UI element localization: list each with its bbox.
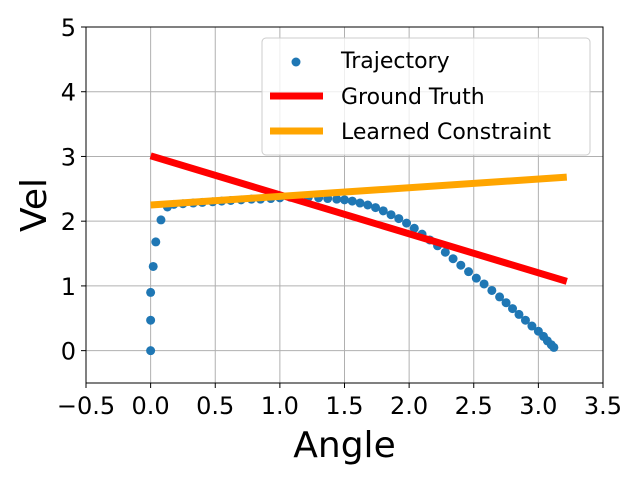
trajectory-point bbox=[495, 292, 505, 302]
legend: Trajectory Ground Truth Learned Constraint bbox=[261, 37, 591, 156]
y-tick-label: 3 bbox=[61, 143, 76, 171]
trajectory-point bbox=[527, 321, 537, 331]
trajectory-point bbox=[151, 237, 161, 247]
trajectory-point bbox=[448, 254, 458, 264]
trajectory-point bbox=[471, 273, 481, 283]
axis-ticks: −0.5 0.0 0.5 1.0 1.5 2.0 2.5 3.0 3.5 0 1 2 3 4 5 bbox=[57, 14, 622, 420]
trajectory-point bbox=[508, 304, 518, 314]
trajectory-point bbox=[146, 346, 156, 356]
trajectory-point bbox=[146, 287, 156, 297]
trajectory-point bbox=[363, 200, 373, 210]
legend-label: Trajectory bbox=[340, 49, 450, 74]
trajectory-point bbox=[148, 261, 158, 271]
x-tick-label: 2.5 bbox=[455, 392, 493, 420]
x-tick-label: 3.0 bbox=[519, 392, 557, 420]
trajectory-point bbox=[394, 214, 404, 224]
x-axis-label: Angle bbox=[293, 425, 395, 466]
y-tick-label: 0 bbox=[61, 338, 76, 366]
ground-truth-line bbox=[149, 152, 568, 285]
trajectory-point bbox=[156, 215, 166, 225]
trajectory-point bbox=[347, 196, 357, 206]
y-axis-label: Vel bbox=[14, 178, 55, 232]
trajectory-point bbox=[386, 210, 396, 220]
legend-label: Ground Truth bbox=[341, 85, 485, 110]
trajectory-point bbox=[146, 315, 156, 325]
y-tick-label: 4 bbox=[61, 79, 76, 107]
trajectory-point bbox=[479, 279, 489, 289]
x-tick-label: −0.5 bbox=[57, 392, 115, 420]
trajectory-point bbox=[456, 260, 466, 270]
y-tick-label: 5 bbox=[61, 14, 76, 42]
trajectory-point bbox=[549, 342, 559, 352]
plot-series bbox=[146, 152, 568, 356]
trajectory-point bbox=[440, 247, 450, 257]
trajectory-point bbox=[355, 198, 365, 208]
trajectory-point bbox=[501, 298, 511, 308]
trajectory-point bbox=[371, 203, 381, 213]
trajectory-point bbox=[402, 218, 412, 228]
trajectory-point bbox=[520, 315, 530, 325]
y-tick-label: 1 bbox=[61, 273, 76, 301]
x-tick-label: 0.0 bbox=[132, 392, 170, 420]
y-tick-label: 2 bbox=[61, 208, 76, 236]
legend-marker bbox=[291, 57, 301, 67]
x-tick-label: 1.0 bbox=[261, 392, 299, 420]
learned-constraint-line bbox=[150, 173, 568, 209]
trajectory-point bbox=[378, 206, 388, 216]
trajectory-point bbox=[487, 285, 497, 295]
trajectory-point bbox=[464, 267, 474, 277]
trajectory-point bbox=[514, 309, 524, 319]
trajectory-point bbox=[340, 195, 349, 205]
trajectory-point bbox=[332, 194, 342, 204]
x-tick-label: 0.5 bbox=[196, 392, 234, 420]
legend-label: Learned Constraint bbox=[341, 120, 551, 145]
x-tick-label: 2.0 bbox=[390, 392, 428, 420]
legend-box bbox=[261, 37, 591, 156]
trajectory-point bbox=[409, 223, 419, 233]
x-tick-label: 1.5 bbox=[325, 392, 363, 420]
x-tick-label: 3.5 bbox=[584, 392, 622, 420]
